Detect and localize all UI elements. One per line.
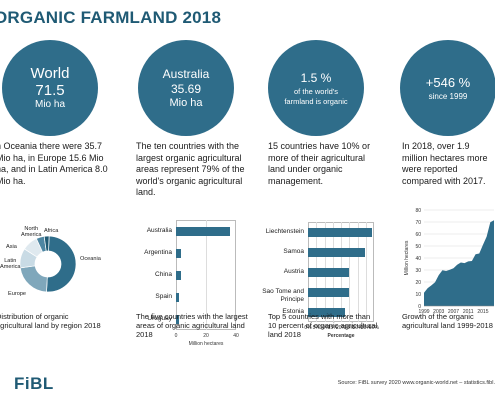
donut-label-africa: Africa <box>44 228 59 234</box>
country-label-2: Austria <box>283 268 304 275</box>
stat-circle-growth: +546 % since 1999 <box>400 40 495 136</box>
country-label-0: Liechtenstein <box>265 228 304 235</box>
x-tick-label: 20 <box>203 333 209 339</box>
stat-unit: since 1999 <box>428 91 468 101</box>
bar-0 <box>176 226 230 236</box>
y-tick-label: 60 <box>415 232 421 238</box>
gridline <box>365 222 367 322</box>
country-label-3: Spain <box>155 293 172 300</box>
x-tick-label: 2011 <box>463 309 474 315</box>
caption-top-area: The five countries with the largest area… <box>136 312 248 339</box>
country-label-1: Argentina <box>144 249 172 256</box>
column-text-growth: In 2018, over 1.9 million hectares more … <box>402 141 488 186</box>
x-tick-label: 30% <box>352 325 363 331</box>
source-note: Source: FiBL survey 2020 www.organic-wor… <box>337 380 495 386</box>
bar-1 <box>308 247 365 257</box>
stat-circle-share: 1.5 % of the world's farmland is organic <box>268 40 364 136</box>
country-label-1: Samoa <box>283 248 304 255</box>
x-tick-label: 35% <box>360 325 371 331</box>
bar-4 <box>308 307 345 317</box>
donut-label-oceania: Oceania <box>80 256 101 262</box>
column-text-australia: The ten countries with the largest organ… <box>136 141 245 197</box>
y-tick-label: 70 <box>415 220 421 226</box>
stat-value: Australia 35.69 <box>162 67 210 96</box>
y-tick-label: 20 <box>415 280 421 286</box>
y-tick-label: 80 <box>415 208 421 214</box>
country-label-0: Australia <box>146 227 172 234</box>
column-text-world: n Oceania there were 35.7 Mio ha, in Eur… <box>0 141 108 186</box>
stat-unit: Mio ha <box>169 97 203 109</box>
donut-slice-africa <box>43 235 50 252</box>
x-tick-label: 1999 <box>418 309 429 315</box>
region-donut-chart <box>19 235 77 293</box>
stat-circle-australia: Australia 35.69 Mio ha <box>138 40 234 136</box>
bar-4 <box>176 314 180 324</box>
stat-circle-world: World 71.5 Mio ha <box>2 40 98 136</box>
x-tick-label: 20% <box>335 325 346 331</box>
x-tick-label: 15% <box>327 325 338 331</box>
caption-growth: Growth of the organic agricultural land … <box>402 312 493 330</box>
stat-value: World 71.5 <box>30 65 70 99</box>
x-axis-title: Percentage <box>327 333 355 339</box>
bar-3 <box>308 287 349 297</box>
y-tick-label: 40 <box>415 256 421 262</box>
donut-label-north-america: North America <box>21 226 42 238</box>
gridline <box>206 220 207 330</box>
gridline <box>349 222 350 322</box>
x-tick-label: 40% <box>368 325 379 331</box>
x-axis-title: Million hectares <box>188 341 224 347</box>
page-title: ORGANIC FARMLAND 2018 <box>0 8 222 27</box>
caption-top-share: Top 5 countries with more than 10 percen… <box>268 312 378 339</box>
country-label-2: China <box>155 271 172 278</box>
x-tick-label: 0 <box>174 333 178 339</box>
donut-label-latin-america: Latin America <box>0 258 21 270</box>
bar-0 <box>308 227 372 237</box>
x-tick-label: 0% <box>304 325 312 331</box>
donut-slice-europe <box>19 265 48 293</box>
x-tick-label: 5% <box>312 325 320 331</box>
donut-label-europe: Europe <box>8 291 27 297</box>
x-tick-label: 40 <box>233 333 239 339</box>
donut-label-asia: Asia <box>6 244 17 250</box>
column-text-share: 15 countries have 10% or more of their a… <box>268 141 371 186</box>
fibl-logo: FiBL <box>14 374 54 393</box>
bar-3 <box>176 292 180 302</box>
x-tick-label: 10% <box>319 325 330 331</box>
stat-value: +546 % <box>425 74 471 90</box>
donut-slice-oceania <box>46 235 77 293</box>
y-tick-label: 0 <box>418 304 421 310</box>
growth-area-chart: 0 10 20 30 40 50 60 70 80 1999 2003 2007 2011 2015 Mil… <box>404 208 494 315</box>
caption-region: Distribution of organic agricultural lan… <box>0 312 101 330</box>
y-tick-label: 30 <box>415 268 421 274</box>
stat-unit: Mio ha <box>34 99 65 110</box>
growth-area <box>424 220 494 306</box>
stat-unit: of the world's farmland is organic <box>284 86 348 106</box>
stat-value: 1.5 % <box>300 70 332 85</box>
x-tick-label: 2015 <box>477 309 488 315</box>
x-tick-label: 2003 <box>433 309 444 315</box>
country-label-3: Sao Tome and Principe <box>262 288 304 303</box>
country-label-4: Estonia <box>282 308 304 315</box>
bar-1 <box>176 248 182 258</box>
gridline <box>357 222 359 322</box>
y-tick-label: 50 <box>415 244 421 250</box>
bar-2 <box>176 270 181 280</box>
bar-2 <box>308 267 349 277</box>
y-axis-title: Million hectares <box>404 240 410 275</box>
y-tick-label: 10 <box>415 292 421 298</box>
country-label-4: Uruguay <box>147 315 172 322</box>
x-tick-label: 25% <box>344 325 355 331</box>
x-tick-label: 2007 <box>448 309 459 315</box>
